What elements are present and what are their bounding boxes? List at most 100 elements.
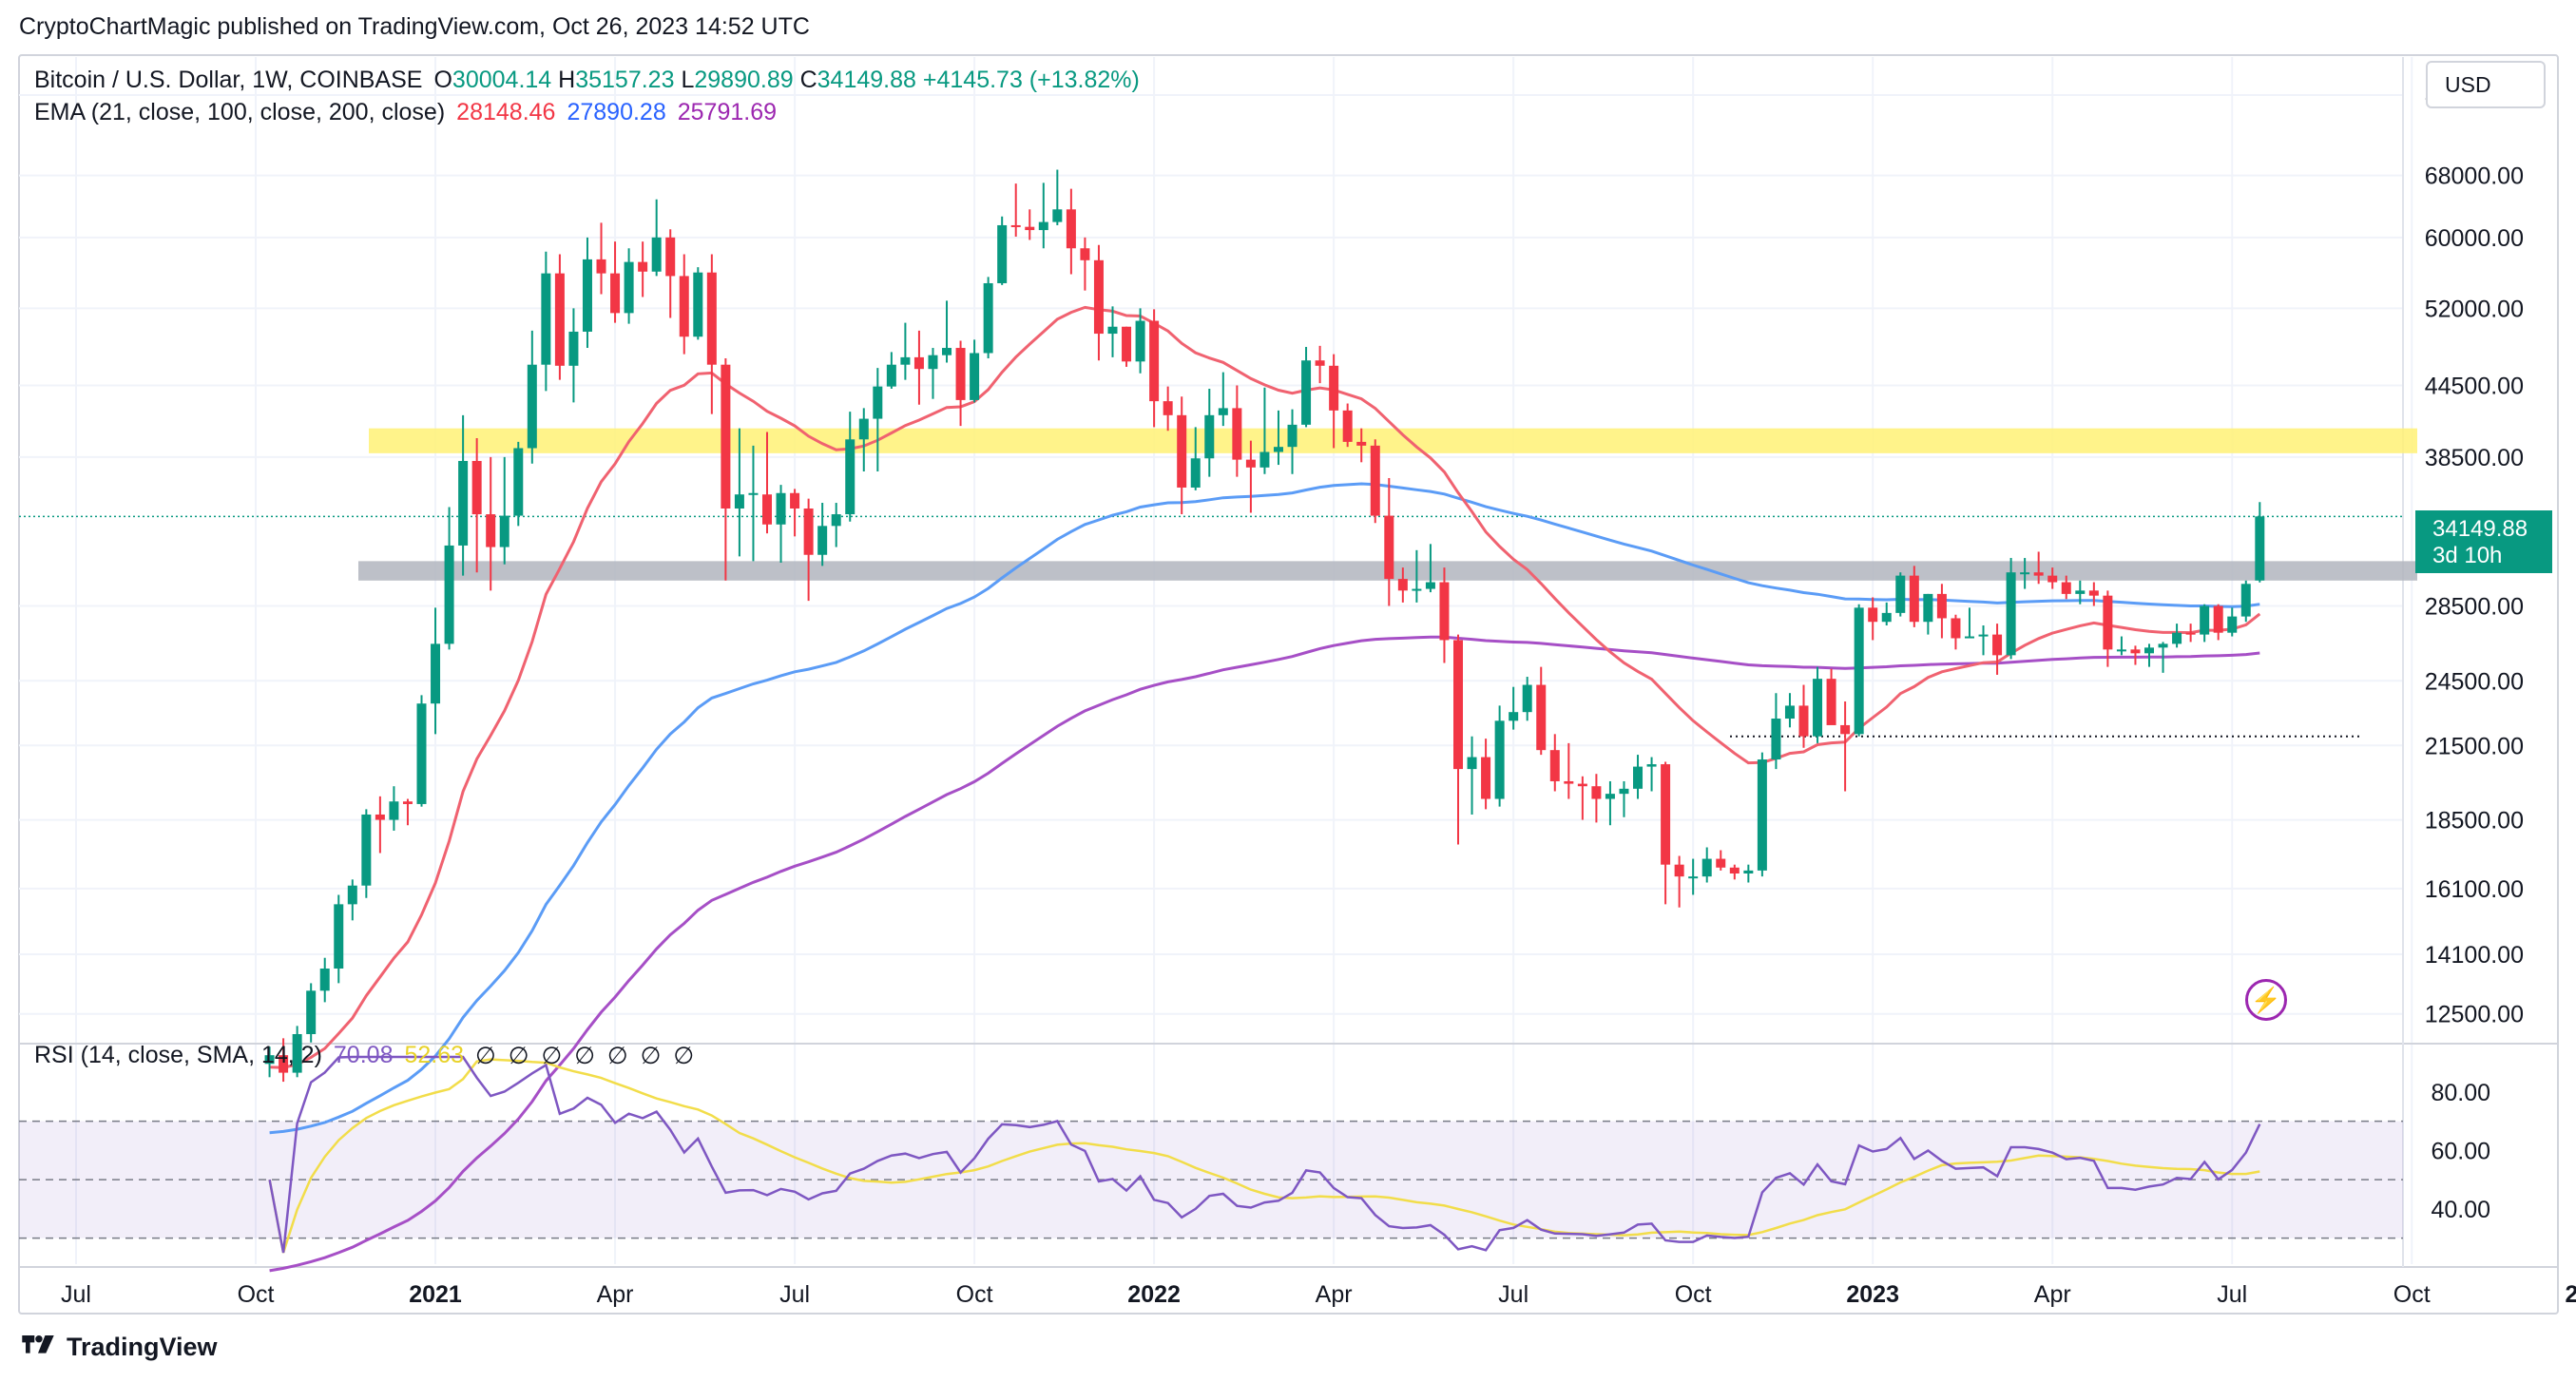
candle-body bbox=[389, 801, 399, 820]
candle-body bbox=[2103, 595, 2113, 650]
price-tick-label: 16100.00 bbox=[2425, 876, 2524, 903]
candle-body bbox=[444, 545, 454, 644]
candle-body bbox=[2240, 584, 2251, 617]
candle-body bbox=[1315, 360, 1325, 366]
candle-body bbox=[858, 418, 869, 440]
candle-body bbox=[1163, 401, 1173, 415]
candle-body bbox=[486, 514, 496, 547]
candle-body bbox=[803, 509, 814, 555]
price-tick-label: 28500.00 bbox=[2425, 594, 2524, 621]
candle-body bbox=[1978, 634, 1989, 637]
candle-body bbox=[651, 237, 662, 272]
ema100-value: 27890.28 bbox=[567, 99, 666, 125]
flash-icon[interactable]: ⚡ bbox=[2245, 979, 2287, 1021]
candle-body bbox=[1204, 414, 1215, 459]
candle-body bbox=[319, 969, 330, 991]
candle-body bbox=[873, 386, 883, 419]
candle-body bbox=[928, 355, 938, 370]
candle-body bbox=[1329, 365, 1339, 411]
tradingview-icon bbox=[22, 1334, 54, 1353]
candle-body bbox=[1909, 575, 1919, 623]
candle-body bbox=[886, 364, 896, 387]
candle-body bbox=[375, 814, 385, 820]
candle-body bbox=[624, 261, 634, 314]
rsi-tick-label: 40.00 bbox=[2431, 1197, 2490, 1223]
ema21-line bbox=[269, 305, 2261, 1069]
candle-body bbox=[679, 276, 689, 337]
candle-body bbox=[1453, 640, 1463, 770]
price-tick-label: 38500.00 bbox=[2425, 445, 2524, 471]
candle-body bbox=[2061, 582, 2071, 594]
candle-body bbox=[471, 460, 482, 515]
price-tick-label: 18500.00 bbox=[2425, 808, 2524, 835]
candle-body bbox=[1729, 867, 1740, 874]
candle-body bbox=[1439, 582, 1450, 641]
candle-body bbox=[1232, 408, 1242, 460]
candle-body bbox=[1080, 248, 1090, 260]
candle-body bbox=[499, 515, 509, 547]
candle-body bbox=[776, 492, 786, 525]
candle-body bbox=[734, 494, 744, 509]
candle-body bbox=[2185, 632, 2196, 635]
candle-body bbox=[2213, 605, 2223, 633]
rsi-tick-label: 60.00 bbox=[2431, 1138, 2490, 1164]
candle-body bbox=[2200, 605, 2210, 635]
candle-body bbox=[1135, 320, 1145, 362]
publisher-line: CryptoChartMagic published on TradingVie… bbox=[19, 13, 810, 40]
candle-body bbox=[334, 904, 344, 969]
candle-body bbox=[582, 259, 592, 332]
candle-body bbox=[1301, 360, 1312, 425]
candle-body bbox=[955, 348, 966, 400]
candle-body bbox=[2075, 590, 2086, 594]
time-tick-label: 2024 bbox=[2565, 1281, 2576, 1308]
candle-body bbox=[913, 356, 924, 370]
rsi-title: RSI (14, close, SMA, 14, 2) bbox=[34, 1042, 322, 1068]
currency-selector[interactable]: USD bbox=[2426, 61, 2546, 108]
candle-body bbox=[1259, 451, 1270, 468]
candle-body bbox=[762, 494, 772, 525]
candle-body bbox=[1605, 794, 1615, 799]
candle-body bbox=[997, 224, 1008, 283]
candle-body bbox=[1356, 441, 1367, 446]
time-tick-label: Oct bbox=[1675, 1281, 1712, 1308]
candle-body bbox=[1218, 408, 1228, 415]
candle-body bbox=[942, 348, 952, 355]
price-tick-label: 52000.00 bbox=[2425, 296, 2524, 322]
candle-body bbox=[900, 356, 911, 365]
candle-body bbox=[1868, 607, 1878, 623]
open-value: 30004.14 bbox=[452, 67, 552, 93]
candle-body bbox=[721, 364, 731, 509]
candle-body bbox=[596, 259, 606, 274]
low-value: 29890.89 bbox=[694, 67, 794, 93]
candle-body bbox=[2172, 632, 2182, 644]
candle-body bbox=[1066, 209, 1076, 249]
candle-body bbox=[1564, 780, 1574, 784]
candle-body bbox=[1964, 636, 1974, 639]
time-tick-label: Apr bbox=[597, 1281, 634, 1308]
candle-body bbox=[1549, 750, 1560, 781]
time-tick-label: Jul bbox=[2217, 1281, 2247, 1308]
candle-body bbox=[1798, 705, 1809, 737]
candle-body bbox=[1840, 724, 1851, 735]
candle-body bbox=[1771, 719, 1781, 760]
candle-body bbox=[1661, 764, 1671, 865]
candle-body bbox=[527, 364, 537, 449]
candle-body bbox=[1038, 221, 1048, 231]
candle-body bbox=[1826, 679, 1836, 725]
candle-body bbox=[1633, 766, 1644, 789]
tradingview-logo[interactable]: TradingView bbox=[19, 1333, 218, 1362]
candle-body bbox=[1509, 712, 1519, 721]
candle-body bbox=[1245, 459, 1256, 468]
price-tick-label: 12500.00 bbox=[2425, 1002, 2524, 1028]
chart-frame bbox=[18, 54, 2559, 1315]
candle-body bbox=[1494, 720, 1505, 799]
candle-body bbox=[1342, 410, 1353, 442]
close-value: 34149.88 bbox=[817, 67, 916, 93]
tradingview-wordmark: TradingView bbox=[67, 1333, 218, 1361]
candle-body bbox=[1536, 684, 1547, 751]
candle-body bbox=[1093, 259, 1104, 335]
candle-body bbox=[416, 703, 427, 804]
price-tick-label: 21500.00 bbox=[2425, 733, 2524, 759]
last-price-tag: 34149.88 3d 10h bbox=[2415, 510, 2552, 573]
